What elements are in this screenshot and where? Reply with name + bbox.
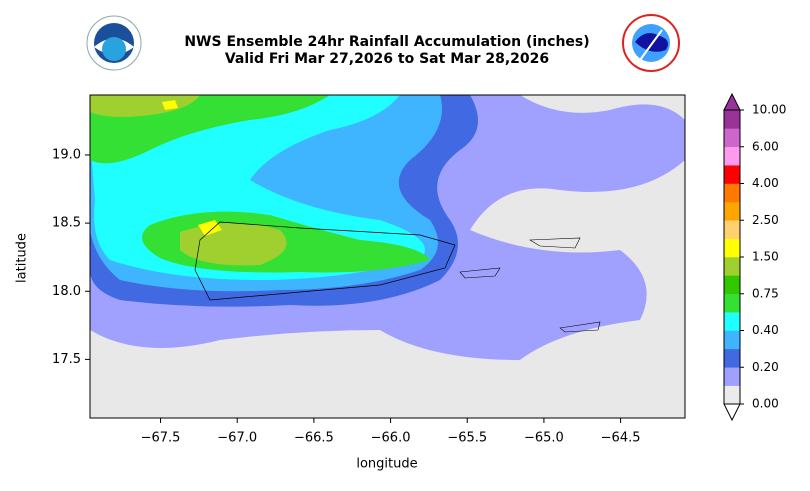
colorbar-label: 0.00 <box>752 397 779 411</box>
colorbar-extend-bottom <box>723 403 741 422</box>
title: NWS Ensemble 24hr Rainfall Accumulation … <box>184 34 589 50</box>
subtitle: Valid Fri Mar 27,2026 to Sat Mar 28,2026 <box>225 51 549 67</box>
colorbar-segment <box>724 165 740 184</box>
x-tick-label: −66.0 <box>371 431 411 446</box>
x-tick-label: −67.0 <box>217 431 257 446</box>
colorbar-label: 10.00 <box>752 103 786 117</box>
colorbar-label: 0.75 <box>752 286 779 300</box>
y-axis-label: latitude <box>15 233 30 283</box>
x-tick-label: −65.5 <box>447 431 487 446</box>
colorbar-segment <box>724 146 740 166</box>
x-tick-label: −64.5 <box>601 431 641 446</box>
colorbar-segment <box>724 183 740 203</box>
colorbar-label: 6.00 <box>752 139 779 153</box>
nws-logo <box>622 14 680 72</box>
colorbar-segment <box>724 110 740 129</box>
x-tick-label: −67.5 <box>141 431 181 446</box>
colorbar-label: 0.20 <box>752 360 779 374</box>
colorbar-segment <box>724 275 740 295</box>
colorbar-segment <box>724 293 740 313</box>
colorbar-segment <box>724 348 740 368</box>
colorbar-label: 4.00 <box>752 176 779 190</box>
y-tick-label: 18.0 <box>52 284 81 299</box>
plot-frame <box>89 94 686 419</box>
x-tick-label: −66.5 <box>294 431 334 446</box>
noaa-logo <box>86 15 142 71</box>
x-axis-label: longitude <box>356 457 417 472</box>
x-tick-label: −65.0 <box>524 431 564 446</box>
colorbar-label: 1.50 <box>752 250 779 264</box>
rainfall-contours <box>90 95 685 418</box>
colorbar-segment <box>724 201 740 221</box>
colorbar-segment <box>724 385 740 405</box>
y-tick-label: 17.5 <box>52 352 81 367</box>
colorbar-segment <box>724 128 740 148</box>
colorbar-segment <box>724 312 740 331</box>
colorbar-segment <box>724 220 740 239</box>
colorbar: 0.00 0.20 0.40 0.75 1.50 2.50 4.00 6.00 10.00 <box>723 92 786 422</box>
y-tick-label: 18.5 <box>52 216 81 231</box>
colorbar-label: 2.50 <box>752 213 779 227</box>
colorbar-extend-top <box>723 92 741 111</box>
colorbar-segment <box>724 330 740 350</box>
colorbar-segment <box>724 367 740 386</box>
colorbar-segment <box>724 257 740 276</box>
colorbar-segment <box>724 238 740 258</box>
y-tick-label: 19.0 <box>52 147 81 162</box>
colorbar-label: 0.40 <box>752 323 779 337</box>
